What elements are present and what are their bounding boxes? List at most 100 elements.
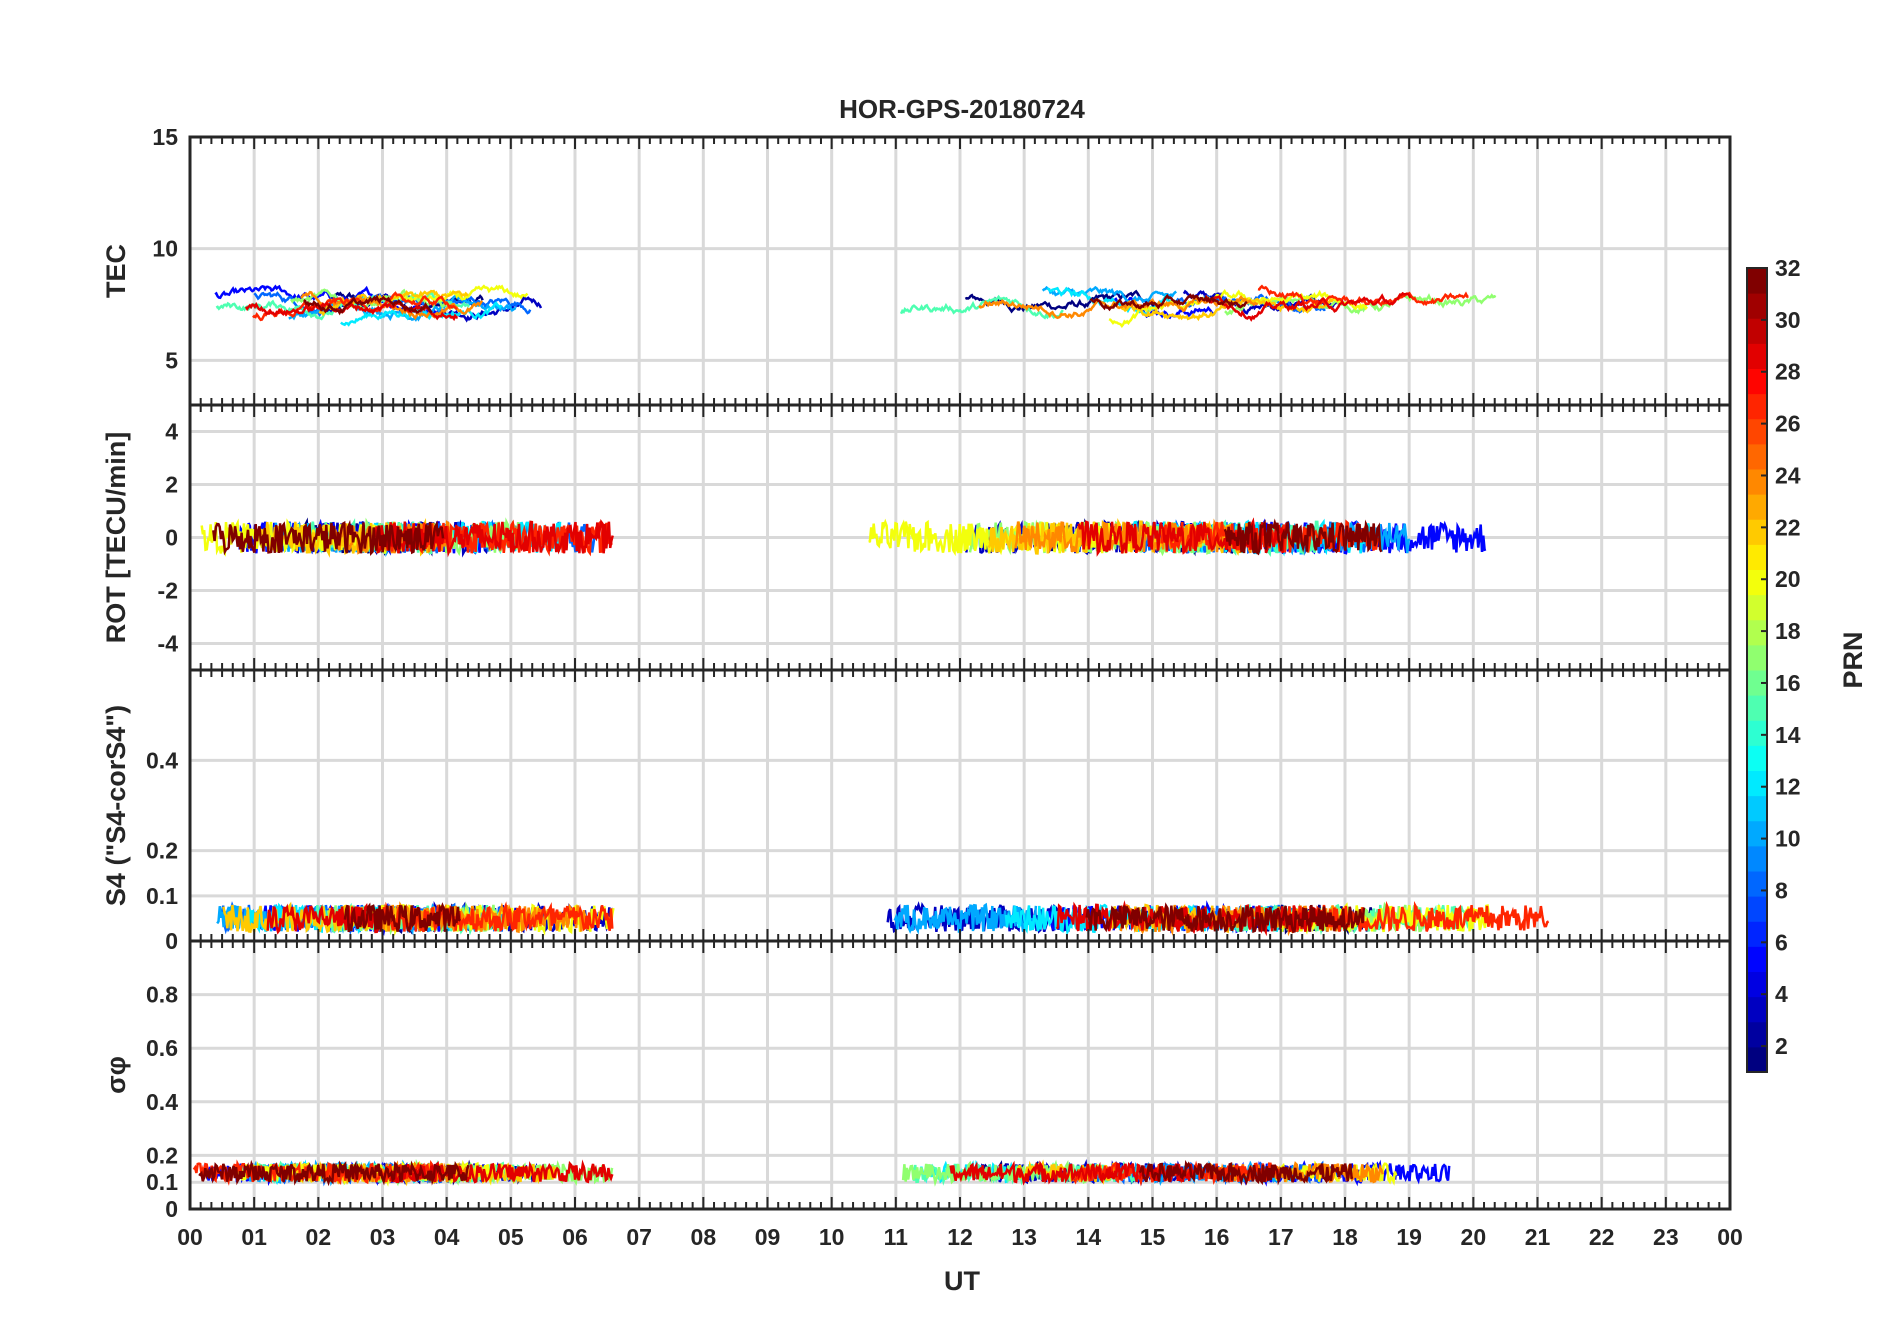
colorbar-segment <box>1747 745 1767 771</box>
panel-rot-ytick-label: 0 <box>165 525 178 551</box>
colorbar-tick-label: 6 <box>1775 929 1788 955</box>
series-prn-27-s4 <box>1285 900 1550 933</box>
colorbar-segment <box>1747 720 1767 746</box>
panel-rot-ytick-label: 2 <box>165 472 178 498</box>
series-prn-1-tec <box>964 289 1164 314</box>
colorbar-segment <box>1747 293 1767 319</box>
series-prn-32-s4 <box>1085 902 1366 934</box>
colorbar-tick-label: 26 <box>1775 411 1801 437</box>
x-tick-label: 23 <box>1653 1224 1679 1250</box>
x-tick-label: 09 <box>755 1224 781 1250</box>
panel-sigma: 00.10.2 0.4 0.6 0.8 σφ <box>101 939 1732 1222</box>
panel-sigma-ytick-label: 0 <box>165 1196 178 1222</box>
x-tick-label: 11 <box>884 1224 909 1250</box>
panel-sigma-ytick-label: 0.8 <box>146 982 178 1008</box>
colorbar-tick-label: 10 <box>1775 826 1801 852</box>
colorbar-segment <box>1747 1046 1767 1073</box>
x-tick-label: 13 <box>1011 1224 1037 1250</box>
colorbar-segment <box>1747 695 1767 721</box>
colorbar-label: PRN <box>1838 631 1868 688</box>
series-prn-32-tec <box>303 294 433 316</box>
colorbar-tick-label: 18 <box>1775 618 1801 644</box>
colorbar-tick-label: 4 <box>1775 981 1788 1007</box>
colorbar-tick-label: 28 <box>1775 359 1801 385</box>
colorbar-tick-label: 16 <box>1775 670 1801 696</box>
chart-title: HOR-GPS-20180724 <box>839 94 1085 124</box>
x-tick-label: 05 <box>498 1224 524 1250</box>
colorbar-segment <box>1747 418 1767 445</box>
series-prn-15-tec <box>899 294 1064 320</box>
colorbar-tick-label: 32 <box>1775 255 1801 281</box>
colorbar-tick-label: 12 <box>1775 774 1801 800</box>
series-prn-29-tec <box>1203 291 1412 322</box>
series-prn-27-rot <box>385 519 613 557</box>
panel-rot-ytick-label: -2 <box>158 578 178 604</box>
x-tick-label: 15 <box>1140 1224 1166 1250</box>
x-tick-label: 17 <box>1268 1224 1294 1250</box>
colorbar-segment <box>1747 871 1767 897</box>
panel-rot: -4 -2 0 2 4 ROT [TECU/min] <box>101 403 1732 672</box>
x-tick-label: 06 <box>562 1224 588 1250</box>
x-tick-label: 16 <box>1204 1224 1230 1250</box>
series-prn-17-tec <box>290 288 457 311</box>
series-prn-20-tec <box>1108 288 1369 329</box>
panel-tec: 5 10 15 TEC <box>101 124 1732 407</box>
series-prn-32-tec <box>1089 293 1248 312</box>
colorbar-tick-label: 30 <box>1775 307 1801 333</box>
panel-s4-ytick-label: 0.4 <box>146 747 178 773</box>
panel-sigma-ytick-label: 0.6 <box>146 1035 178 1061</box>
x-tick-label: 18 <box>1332 1224 1358 1250</box>
colorbar-segment <box>1747 268 1767 294</box>
colorbar-segment <box>1747 1021 1767 1048</box>
colorbar-tick-label: 14 <box>1775 722 1801 748</box>
colorbar-tick-label: 20 <box>1775 566 1801 592</box>
x-tick-label: 10 <box>819 1224 845 1250</box>
panel-sigma-ytick-label: 0.4 <box>146 1089 178 1115</box>
panel-s4-ylabel: S4 ("S4-corS4") <box>101 705 131 906</box>
colorbar-segment <box>1747 820 1767 847</box>
panel-s4: 0 0.1 0.2 0.4 S4 ("S4-corS4") <box>101 668 1732 954</box>
colorbar-segment <box>1747 996 1767 1023</box>
panel-tec-ytick-label: 10 <box>152 236 178 262</box>
series-prn-29-sigma <box>949 1160 1196 1186</box>
panel-s4-ytick-label: 0.1 <box>146 883 178 909</box>
colorbar-segment <box>1747 569 1767 596</box>
x-tick-label: 00 <box>177 1224 203 1250</box>
x-tick-label: 21 <box>1525 1224 1551 1250</box>
x-tick-label: 04 <box>434 1224 460 1250</box>
colorbar-segment <box>1747 619 1767 646</box>
colorbar-segment <box>1747 368 1767 395</box>
colorbar-segment <box>1747 469 1767 495</box>
panel-sigma-ylabel: σφ <box>101 1056 131 1094</box>
series-prn-32-s4 <box>343 902 461 933</box>
x-tick-label: 01 <box>241 1224 267 1250</box>
x-tick-label: 14 <box>1076 1224 1102 1250</box>
colorbar-segment <box>1747 971 1767 998</box>
x-tick-label: 22 <box>1589 1224 1615 1250</box>
panel-s4-ytick-label: 0 <box>165 928 178 954</box>
colorbar-segment <box>1747 318 1767 344</box>
series-prn-32-sigma <box>198 1159 470 1187</box>
series-prn-32-rot <box>1223 518 1383 556</box>
colorbar-segment <box>1747 594 1767 621</box>
x-tick-label: 20 <box>1461 1224 1487 1250</box>
panel-rot-ylabel: ROT [TECU/min] <box>101 432 131 643</box>
panel-sigma-ytick-label: 0.1 <box>146 1169 178 1195</box>
colorbar-segment <box>1747 770 1767 797</box>
colorbar-segment <box>1747 544 1767 570</box>
panel-rot-ytick-label: 4 <box>165 419 178 445</box>
x-tick-label: 19 <box>1396 1224 1422 1250</box>
x-tick-label: 00 <box>1717 1224 1743 1250</box>
colorbar-segment <box>1747 644 1767 671</box>
x-axis: UT 00 01 02 03 04 05 06 07 08 09 10 11 12 13 14 15 16 17 1… <box>177 1224 1743 1296</box>
series-prn-29-rot <box>371 518 614 558</box>
colorbar-segment <box>1747 795 1767 822</box>
colorbar-segment <box>1747 393 1767 420</box>
series-prn-27-tec <box>1257 284 1469 307</box>
colorbar-segment <box>1747 896 1767 922</box>
x-tick-label: 03 <box>370 1224 396 1250</box>
x-tick-label: 02 <box>306 1224 332 1250</box>
colorbar-tick-label: 24 <box>1775 462 1801 488</box>
panel-rot-ytick-label: -4 <box>158 631 179 657</box>
